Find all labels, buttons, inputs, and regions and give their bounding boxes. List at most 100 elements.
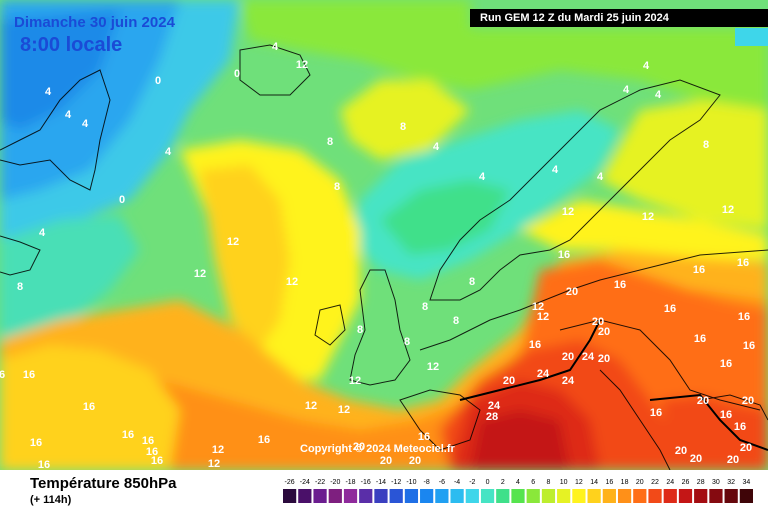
legend-tick-label: 16	[605, 479, 613, 486]
contour-label: 16	[720, 358, 732, 370]
contour-label: 28	[486, 411, 498, 423]
contour-label: 8	[404, 336, 410, 348]
legend-tick-label: 4	[516, 479, 520, 486]
forecast-date: Dimanche 30 juin 2024	[14, 14, 175, 31]
legend-swatch	[465, 489, 479, 503]
contour-label: 8	[469, 276, 475, 288]
legend-tick-label: 8	[546, 479, 550, 486]
legend-swatch	[496, 489, 510, 503]
contour-label: 4	[65, 109, 72, 121]
contour-label: 4	[39, 227, 46, 239]
contour-label: 20	[353, 441, 365, 453]
contour-label: 4	[479, 171, 486, 183]
contour-label: 20	[697, 395, 709, 407]
contour-label: 8	[327, 136, 333, 148]
contour-label: 20	[690, 453, 702, 465]
legend-swatch	[450, 489, 464, 503]
legend-swatch	[298, 489, 312, 503]
legend-swatch	[526, 489, 540, 503]
contour-label: 16	[650, 407, 662, 419]
contour-label: 8	[357, 324, 363, 336]
contour-label: 12	[338, 404, 350, 416]
contour-label: 12	[208, 458, 220, 470]
contour-label: 24	[537, 368, 550, 380]
contour-label: 16	[743, 340, 755, 352]
contour-label: 8	[400, 121, 406, 133]
contour-label: 24	[582, 351, 595, 363]
contour-label: 16	[737, 257, 749, 269]
contour-label: 6	[0, 369, 5, 381]
contour-label: 16	[258, 434, 270, 446]
legend-tick-label: 0	[486, 479, 490, 486]
contour-label: 8	[422, 301, 428, 313]
contour-label: 12	[427, 361, 439, 373]
legend-tick-label: 10	[560, 479, 568, 486]
legend-swatch	[389, 489, 403, 503]
contour-label: 12	[532, 301, 544, 313]
legend-swatch	[511, 489, 525, 503]
copyright: Copyright © 2024 Meteociel.fr	[300, 443, 455, 455]
contour-label: 16	[122, 429, 134, 441]
legend-tick-label: 32	[727, 479, 735, 486]
contour-label: 4	[433, 141, 440, 153]
contour-label: 8	[17, 281, 23, 293]
legend-swatch	[739, 489, 753, 503]
legend-swatch	[435, 489, 449, 503]
contour-label: 4	[45, 86, 52, 98]
contour-label: 0	[155, 75, 161, 87]
legend-swatch	[617, 489, 632, 503]
footer: Température 850hPa (+ 114h) -26 -24 -22 -20…	[0, 470, 768, 512]
contour-label: 20	[409, 455, 421, 467]
legend-tick-label: 24	[666, 479, 674, 486]
contour-label: 20	[598, 353, 610, 365]
contour-label: 12	[305, 400, 317, 412]
contour-label: 4	[623, 84, 630, 96]
contour-label: 20	[740, 442, 752, 454]
contour-label: 12	[296, 59, 308, 71]
contour-label: 24	[488, 400, 501, 412]
contour-label: 20	[592, 316, 604, 328]
contour-label: 12	[537, 311, 549, 323]
contour-label: 20	[566, 286, 578, 298]
contour-label: 12	[349, 375, 361, 387]
legend-swatch	[420, 489, 434, 503]
legend-tick-label: -6	[439, 479, 445, 486]
legend-tick-label: 28	[697, 479, 705, 486]
legend-tick-label: 34	[742, 479, 750, 486]
contour-label: 12	[562, 206, 574, 218]
contour-label: 4	[272, 41, 279, 53]
color-legend: -26 -24 -22 -20 -18 -16 -14 -12 -10 -8 -6 -4 -2 0 2 4 6 8…	[283, 479, 753, 503]
contour-label: 16	[38, 459, 50, 470]
contour-label: 12	[227, 236, 239, 248]
legend-swatch	[572, 489, 586, 503]
contour-label: 8	[453, 315, 459, 327]
contour-label: 4	[597, 171, 604, 183]
contour-label: 12	[286, 276, 298, 288]
contour-label: 16	[30, 437, 42, 449]
legend-swatch	[283, 489, 297, 503]
legend-tick-label: 18	[621, 479, 629, 486]
legend-swatch	[678, 489, 693, 503]
contour-label: 0	[119, 194, 125, 206]
contour-label: 4	[82, 118, 89, 130]
legend-tick-label: 26	[682, 479, 690, 486]
legend-tick-label: -4	[454, 479, 460, 486]
contour-label: 16	[146, 446, 158, 458]
legend-swatch	[359, 489, 373, 503]
contour-label: 16	[664, 303, 676, 315]
legend-swatch	[541, 489, 556, 503]
legend-swatch	[694, 489, 708, 503]
contour-label: 4	[552, 164, 559, 176]
legend-tick-label: -12	[391, 479, 401, 486]
legend-swatch	[724, 489, 738, 503]
legend-swatch	[648, 489, 662, 503]
legend-swatch	[404, 489, 419, 503]
contour-label: 20	[598, 326, 610, 338]
contour-label: 20	[742, 395, 754, 407]
contour-label: 16	[693, 264, 705, 276]
contour-label: 16	[83, 401, 95, 413]
contour-label: 12	[642, 211, 654, 223]
legend-swatch	[663, 489, 677, 503]
